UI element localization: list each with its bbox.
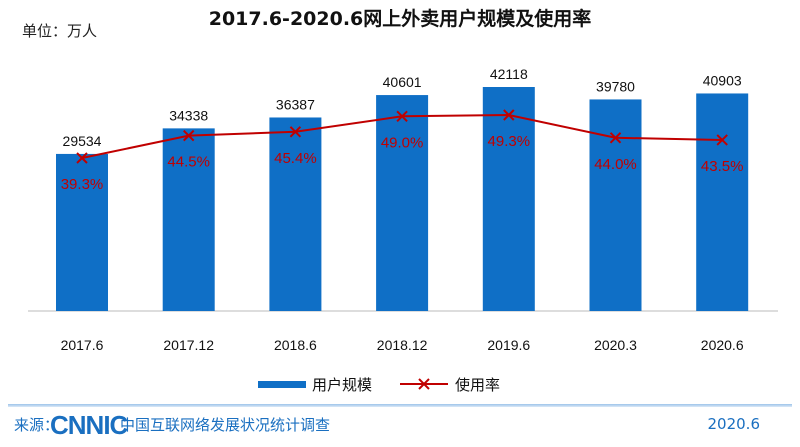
chart-title: 2017.6-2020.6网上外卖用户规模及使用率	[208, 8, 592, 30]
legend-bar-swatch	[258, 381, 306, 388]
bar-value-label: 39780	[596, 78, 635, 94]
source-org: 中国互联网络发展状况统计调查	[120, 416, 331, 434]
rate-label: 45.4%	[274, 150, 317, 167]
bar-2019.6	[482, 87, 535, 311]
rate-label: 44.5%	[167, 154, 210, 171]
rate-marker	[716, 134, 728, 146]
bar-value-label: 29534	[63, 133, 102, 149]
legend-line-label: 使用率	[455, 376, 500, 394]
bar-2018.12	[376, 95, 429, 312]
rate-marker	[182, 129, 195, 142]
rate-label: 44.0%	[594, 156, 637, 173]
rate-label: 49.0%	[381, 134, 424, 151]
source-date: 2020.6	[707, 415, 761, 433]
bar-2020.3	[589, 99, 642, 312]
x-tick-label: 2017.6	[61, 337, 104, 353]
bar-value-label: 36387	[276, 96, 315, 112]
source-label: 来源：	[14, 416, 60, 434]
legend-line-marker	[418, 378, 430, 390]
rate-label: 39.3%	[61, 176, 104, 193]
bar-value-label: 40903	[703, 72, 742, 88]
bar-2017.12	[162, 128, 215, 311]
x-tick-label: 2018.6	[274, 337, 317, 353]
rate-label: 49.3%	[488, 133, 531, 150]
x-tick-label: 2017.12	[163, 337, 214, 353]
rate-label: 43.5%	[701, 158, 744, 175]
x-tick-label: 2020.6	[701, 337, 744, 353]
rate-marker	[396, 110, 408, 122]
bar-2018.6	[269, 117, 322, 311]
cnnic-logo: CNNIC	[50, 410, 128, 440]
unit-label: 单位：万人	[22, 22, 98, 40]
rate-marker	[503, 109, 515, 121]
rate-marker	[609, 132, 622, 144]
rate-marker	[76, 152, 88, 164]
rate-marker	[289, 126, 302, 138]
bar-value-label: 42118	[490, 66, 528, 82]
bar-value-label: 34338	[169, 107, 208, 123]
footer-divider	[8, 404, 792, 407]
bar-2017.6	[56, 153, 108, 311]
bar-value-label: 40601	[383, 74, 422, 90]
bar-2020.6	[696, 93, 749, 311]
x-tick-label: 2018.12	[377, 337, 428, 353]
x-tick-label: 2019.6	[487, 337, 530, 353]
legend-bar-label: 用户规模	[312, 376, 372, 394]
x-tick-label: 2020.3	[594, 337, 637, 353]
